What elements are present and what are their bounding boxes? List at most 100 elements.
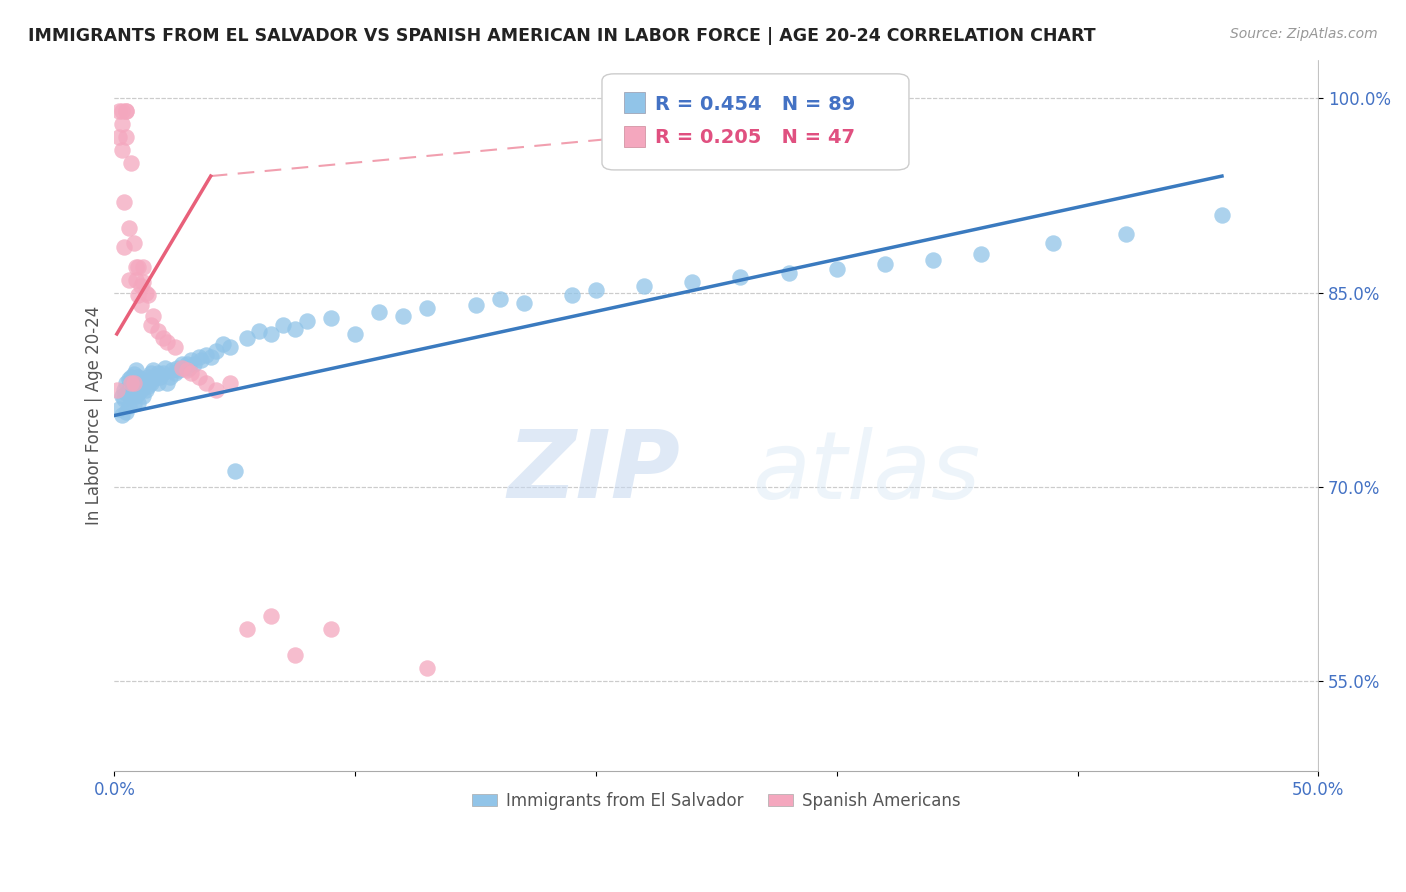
Point — [730, 270, 752, 285]
Point — [368, 305, 391, 319]
Point — [488, 777, 510, 791]
Point — [873, 257, 896, 271]
Point — [112, 194, 135, 209]
Point — [152, 366, 174, 380]
Point — [118, 272, 141, 286]
Point — [176, 357, 198, 371]
Point — [170, 357, 193, 371]
Point — [118, 220, 141, 235]
Text: R = 0.454   N = 89: R = 0.454 N = 89 — [655, 95, 855, 114]
Point — [120, 376, 142, 391]
Point — [211, 337, 233, 351]
Point — [129, 383, 152, 397]
Point — [142, 309, 165, 323]
Point — [125, 376, 148, 391]
Point — [108, 104, 131, 119]
Point — [112, 392, 135, 406]
Point — [176, 363, 198, 377]
Point — [122, 236, 145, 251]
Point — [319, 622, 342, 636]
Text: atlas: atlas — [752, 427, 981, 518]
Point — [129, 298, 152, 312]
Point — [127, 369, 149, 384]
Point — [118, 400, 141, 414]
Point — [146, 376, 169, 391]
Point — [177, 360, 200, 375]
Point — [512, 296, 534, 310]
Point — [260, 609, 283, 624]
Point — [111, 117, 134, 131]
Point — [260, 326, 283, 341]
Point — [115, 130, 138, 145]
Point — [125, 363, 148, 377]
Point — [127, 260, 149, 274]
Point — [160, 363, 183, 377]
Legend: Immigrants from El Salvador, Spanish Americans: Immigrants from El Salvador, Spanish Ame… — [465, 785, 967, 816]
Point — [970, 246, 993, 260]
Point — [132, 275, 155, 289]
Point — [120, 156, 142, 170]
Point — [139, 366, 162, 380]
Point — [112, 240, 135, 254]
Point — [368, 777, 391, 791]
Point — [159, 369, 181, 384]
Point — [173, 360, 195, 375]
Y-axis label: In Labor Force | Age 20-24: In Labor Force | Age 20-24 — [86, 306, 103, 525]
Point — [204, 383, 226, 397]
Point — [194, 348, 217, 362]
Point — [219, 340, 242, 354]
Point — [111, 409, 134, 423]
Point — [166, 360, 188, 375]
Point — [561, 288, 583, 302]
Point — [125, 260, 148, 274]
Point — [295, 314, 318, 328]
Point — [122, 376, 145, 391]
Point — [143, 369, 166, 384]
Point — [135, 374, 157, 388]
Point — [139, 318, 162, 332]
Point — [132, 260, 155, 274]
Point — [142, 372, 165, 386]
Point — [136, 369, 159, 384]
Point — [111, 104, 134, 119]
Point — [120, 390, 142, 404]
Point — [247, 324, 270, 338]
Point — [115, 404, 138, 418]
Point — [149, 369, 172, 384]
Point — [271, 318, 294, 332]
Point — [135, 285, 157, 300]
Point — [122, 378, 145, 392]
Point — [219, 376, 242, 391]
Point — [488, 292, 510, 306]
Point — [115, 104, 138, 119]
Point — [120, 380, 142, 394]
Point — [170, 360, 193, 375]
Point — [115, 104, 138, 119]
Point — [284, 648, 307, 662]
Point — [122, 397, 145, 411]
Point — [187, 369, 209, 384]
Point — [319, 311, 342, 326]
Point — [136, 378, 159, 392]
Point — [108, 130, 131, 145]
Point — [180, 366, 202, 380]
Point — [118, 383, 141, 397]
Point — [108, 402, 131, 417]
Point — [180, 352, 202, 367]
Point — [163, 340, 186, 354]
Point — [127, 395, 149, 409]
Point — [146, 366, 169, 380]
Text: IMMIGRANTS FROM EL SALVADOR VS SPANISH AMERICAN IN LABOR FORCE | AGE 20-24 CORRE: IMMIGRANTS FROM EL SALVADOR VS SPANISH A… — [28, 27, 1095, 45]
Point — [236, 622, 259, 636]
Point — [146, 324, 169, 338]
Point — [169, 363, 191, 377]
Point — [1211, 208, 1233, 222]
Point — [142, 363, 165, 377]
Point — [416, 301, 439, 315]
Point — [152, 331, 174, 345]
Point — [111, 389, 134, 403]
Point — [344, 326, 367, 341]
FancyBboxPatch shape — [624, 92, 645, 113]
Text: ZIP: ZIP — [508, 426, 681, 518]
Text: R = 0.205   N = 47: R = 0.205 N = 47 — [655, 128, 855, 147]
